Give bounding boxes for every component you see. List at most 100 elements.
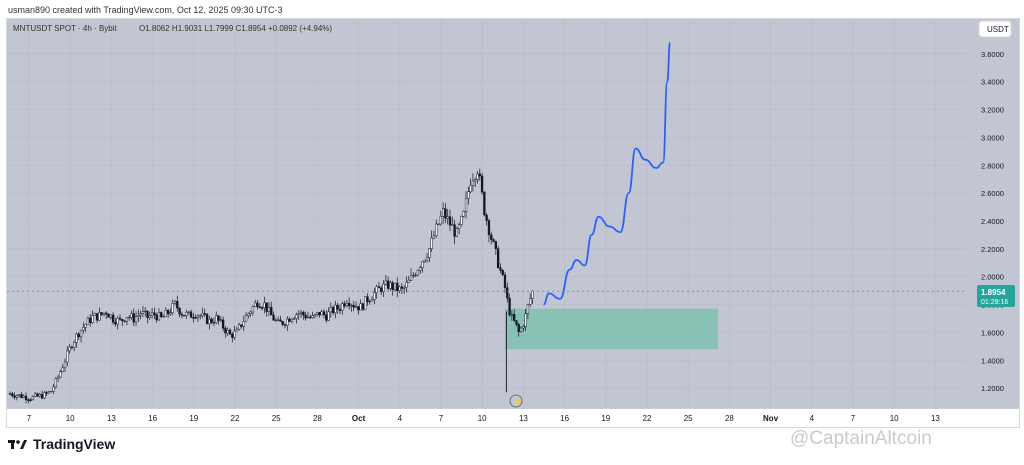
candle-body bbox=[295, 314, 298, 319]
candle-body bbox=[368, 300, 371, 303]
candle-body bbox=[338, 308, 342, 311]
candle-body bbox=[34, 393, 37, 397]
candle-body bbox=[458, 224, 461, 229]
candle-body bbox=[121, 318, 124, 321]
candle-body bbox=[240, 324, 243, 327]
candle-body bbox=[75, 333, 78, 343]
candle-body bbox=[95, 313, 99, 321]
candle-body bbox=[24, 395, 28, 401]
candle-body bbox=[137, 314, 140, 317]
candle-body bbox=[166, 310, 170, 315]
x-axis[interactable]: 7 10 13 16 19 22 25 28 Oct 4 7 10 13 16 19 22 25 28 Nov 4 7 1… bbox=[7, 408, 1019, 427]
candle-body bbox=[341, 303, 344, 311]
candle-body bbox=[210, 318, 213, 323]
candle-body bbox=[288, 318, 291, 322]
tradingview-logo[interactable]: TradingView bbox=[8, 436, 115, 452]
candle-body bbox=[448, 216, 452, 226]
candle-body bbox=[499, 267, 502, 271]
candle-body bbox=[258, 306, 261, 308]
candle-body bbox=[185, 312, 188, 316]
candle-body bbox=[66, 350, 69, 363]
candle-body bbox=[517, 324, 520, 332]
candle-body bbox=[238, 324, 241, 330]
candle-body bbox=[414, 274, 417, 277]
usdt-currency-button[interactable]: USDT bbox=[978, 20, 1012, 38]
bar-countdown: 01:29:16 bbox=[981, 299, 1008, 306]
candle-body bbox=[201, 313, 204, 317]
candle-body bbox=[462, 211, 465, 217]
candle-body bbox=[336, 304, 339, 310]
candle-body bbox=[393, 282, 397, 290]
candle-body bbox=[396, 282, 399, 291]
candle-body bbox=[325, 314, 328, 321]
chart-container[interactable]: 3.6000 3.4000 3.2000 3.0000 2.8000 2.6000 2.40… bbox=[6, 18, 1020, 428]
candle-body bbox=[380, 287, 383, 293]
candle-body bbox=[513, 314, 516, 321]
candle-body bbox=[183, 315, 186, 317]
replay-icon[interactable]: ⚡ bbox=[509, 394, 523, 408]
candle-body bbox=[56, 376, 60, 379]
candle-body bbox=[247, 313, 250, 316]
candle-body bbox=[503, 274, 507, 288]
candle-body bbox=[480, 175, 484, 193]
candle-body bbox=[68, 346, 71, 352]
x-tick-label: 22 bbox=[231, 414, 240, 423]
x-tick-label: 19 bbox=[189, 414, 198, 423]
candle-body bbox=[357, 306, 360, 311]
candle-body bbox=[235, 328, 239, 332]
y-tick-label: 3.2000 bbox=[981, 106, 1004, 115]
support-zone-box[interactable] bbox=[505, 308, 719, 350]
candle-body bbox=[370, 299, 374, 302]
candle-body bbox=[522, 326, 525, 329]
candle-body bbox=[203, 313, 206, 315]
projection-line[interactable] bbox=[543, 41, 671, 306]
candle-body bbox=[212, 322, 216, 324]
candle-body bbox=[474, 179, 477, 182]
candle-body bbox=[471, 180, 475, 186]
candle-body bbox=[352, 304, 355, 308]
candle-body bbox=[118, 317, 122, 320]
candle-body bbox=[50, 390, 53, 393]
price-chart[interactable]: 3.6000 3.4000 3.2000 3.0000 2.8000 2.6000 2.40… bbox=[7, 19, 1019, 427]
x-axis-band bbox=[7, 409, 1019, 427]
candle-body bbox=[180, 313, 184, 316]
candle-body bbox=[354, 306, 358, 308]
candle-body bbox=[510, 314, 514, 316]
candle-body bbox=[164, 310, 167, 317]
candle-body bbox=[178, 307, 181, 315]
candle-body bbox=[350, 304, 353, 307]
watermark-text: @CaptainAltcoin bbox=[790, 428, 932, 449]
candle-body bbox=[153, 312, 156, 316]
candle-body bbox=[89, 317, 92, 323]
candle-body bbox=[373, 292, 376, 300]
candle-body bbox=[524, 313, 527, 327]
candle-body bbox=[221, 319, 225, 329]
candle-body bbox=[162, 316, 165, 318]
candle-body bbox=[519, 327, 523, 332]
y-tick-label: 3.4000 bbox=[981, 78, 1004, 87]
candle-body bbox=[102, 312, 106, 315]
candle-body bbox=[219, 319, 222, 321]
candle-body bbox=[313, 314, 316, 317]
candle-body bbox=[460, 216, 463, 225]
candle-body bbox=[515, 320, 518, 325]
candle-body bbox=[494, 241, 497, 249]
candle-body bbox=[141, 311, 145, 314]
candle-body bbox=[496, 248, 500, 269]
candle-body bbox=[22, 395, 25, 398]
y-axis-band bbox=[969, 19, 1019, 409]
candle-body bbox=[176, 300, 179, 309]
x-tick-label: 16 bbox=[148, 414, 157, 423]
y-axis[interactable]: 3.6000 3.4000 3.2000 3.0000 2.8000 2.6000 2.40… bbox=[969, 19, 1019, 409]
candle-body bbox=[382, 283, 385, 293]
candle-body bbox=[320, 311, 323, 316]
candle-body bbox=[189, 311, 193, 318]
candle-body bbox=[93, 313, 96, 316]
candle-body bbox=[249, 311, 252, 314]
x-tick-label: 7 bbox=[439, 414, 444, 423]
x-tick-label: Oct bbox=[352, 414, 366, 423]
y-tick-label: 1.2000 bbox=[981, 384, 1004, 393]
candle-body bbox=[18, 394, 21, 396]
candle-body bbox=[281, 321, 284, 325]
x-tick-label: 10 bbox=[478, 414, 487, 423]
